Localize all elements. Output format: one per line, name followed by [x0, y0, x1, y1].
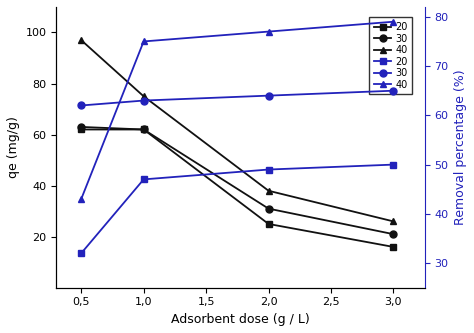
30 — [266, 94, 272, 98]
30 — [78, 104, 84, 108]
40 — [141, 39, 146, 43]
Legend: 20, 30, 40, 20, 30, 40: 20, 30, 40, 20, 30, 40 — [369, 17, 412, 95]
Line: 30: 30 — [78, 87, 397, 109]
30 — [141, 128, 146, 132]
20 — [78, 128, 84, 132]
40 — [78, 38, 84, 42]
20 — [391, 245, 396, 249]
30 — [78, 125, 84, 129]
30 — [266, 207, 272, 211]
20 — [266, 167, 272, 171]
Line: 40: 40 — [78, 18, 397, 202]
20 — [78, 251, 84, 255]
40 — [391, 20, 396, 24]
40 — [266, 30, 272, 34]
X-axis label: Adsorbent dose (g / L): Adsorbent dose (g / L) — [171, 313, 310, 326]
Line: 20: 20 — [78, 161, 397, 257]
Line: 20: 20 — [78, 126, 397, 250]
30 — [141, 99, 146, 103]
40 — [78, 197, 84, 201]
Line: 40: 40 — [78, 37, 397, 225]
20 — [266, 222, 272, 226]
40 — [141, 94, 146, 98]
Line: 30: 30 — [78, 124, 397, 238]
40 — [266, 189, 272, 193]
40 — [391, 219, 396, 223]
20 — [141, 128, 146, 132]
30 — [391, 89, 396, 93]
Y-axis label: Removal percentage (%): Removal percentage (%) — [454, 70, 467, 225]
Y-axis label: qe (mg/g): qe (mg/g) — [7, 117, 20, 178]
20 — [391, 163, 396, 166]
30 — [391, 232, 396, 236]
20 — [141, 177, 146, 181]
